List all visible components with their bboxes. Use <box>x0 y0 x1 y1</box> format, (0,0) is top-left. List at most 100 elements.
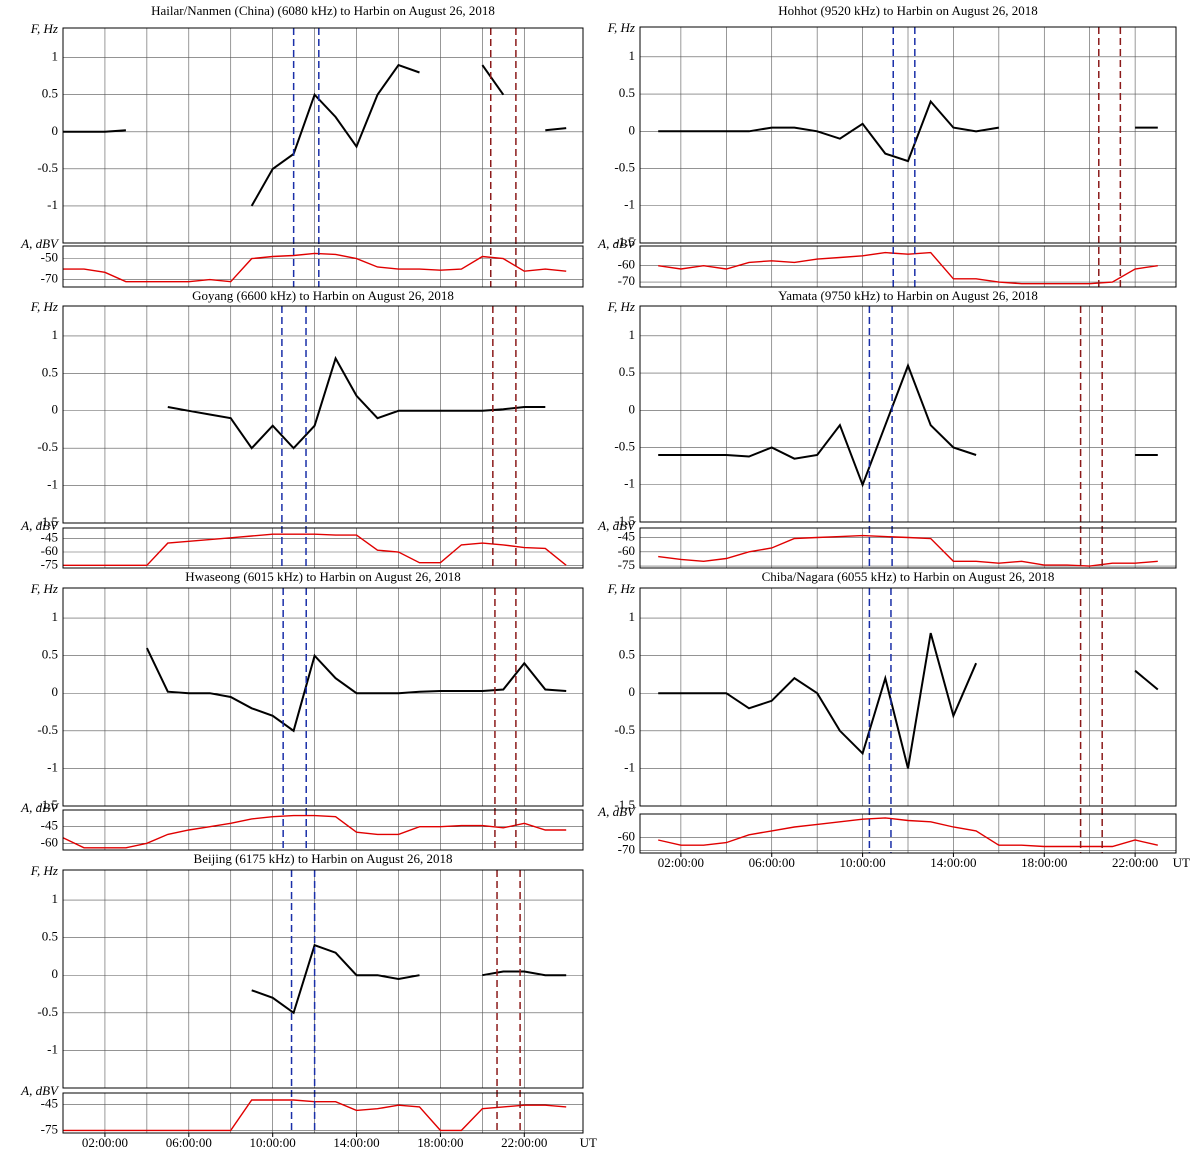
y2-tick-label: -75 <box>41 1121 58 1136</box>
plot-frame <box>62 869 584 1089</box>
plot-frame <box>62 1092 584 1134</box>
y2-tick-label: -45 <box>41 1095 58 1110</box>
y2-axis-label: A, dBV <box>20 1083 60 1098</box>
x-tick-label: 18:00:00 <box>417 1135 463 1150</box>
doppler-line <box>63 63 567 207</box>
panel: Beijing (6175 kHz) to Harbin on August 2… <box>20 851 597 1150</box>
y-tick-label: -1.5 <box>614 797 635 812</box>
plot-frame <box>639 305 1177 523</box>
x-axis-label: UT <box>580 1135 597 1150</box>
y2-axis-label: A, dBV <box>597 518 637 533</box>
panel: Hohhot (9520 kHz) to Harbin on August 26… <box>597 3 1177 288</box>
y2-tick-label: -60 <box>618 828 635 843</box>
amplitude-line <box>63 533 567 566</box>
y-tick-label: 0.5 <box>42 86 58 101</box>
y2-tick-label: -45 <box>618 529 635 544</box>
y-tick-label: -1.5 <box>614 234 635 249</box>
x-tick-label: 22:00:00 <box>1112 855 1158 870</box>
plot-frame <box>62 527 584 569</box>
amplitude-line <box>658 251 1158 285</box>
y-axis-label: F, Hz <box>607 20 635 35</box>
doppler-line <box>167 355 546 450</box>
y-tick-label: -1 <box>47 197 58 212</box>
doppler-line <box>251 943 567 1015</box>
panel: Goyang (6600 kHz) to Harbin on August 26… <box>20 288 584 571</box>
y-tick-label: 0 <box>52 123 59 138</box>
y-tick-label: -0.5 <box>37 722 58 737</box>
y-tick-label: -0.5 <box>37 439 58 454</box>
y-tick-label: -1 <box>47 759 58 774</box>
y-tick-label: 1 <box>629 327 636 342</box>
x-tick-label: 10:00:00 <box>250 1135 296 1150</box>
y-tick-label: -0.5 <box>614 160 635 175</box>
y-tick-label: 1 <box>52 891 59 906</box>
y2-axis-label: A, dBV <box>20 800 60 815</box>
plot-frame <box>62 305 584 524</box>
plot-frame <box>639 813 1177 854</box>
x-tick-label: 22:00:00 <box>501 1135 547 1150</box>
y2-axis-label: A, dBV <box>597 804 637 819</box>
amplitude-line <box>62 814 567 849</box>
y-tick-label: 1 <box>629 609 636 624</box>
y-tick-label: -1.5 <box>37 797 58 812</box>
amplitude-line <box>658 817 1158 848</box>
plot-frame <box>62 245 584 288</box>
y2-tick-label: -50 <box>41 250 58 265</box>
panel-title: Hailar/Nanmen (China) (6080 kHz) to Harb… <box>151 3 495 18</box>
panel: Yamata (9750 kHz) to Harbin on August 26… <box>597 288 1177 572</box>
y-axis-label: F, Hz <box>30 863 58 878</box>
plot-frame <box>62 27 584 244</box>
x-tick-label: 18:00:00 <box>1021 855 1067 870</box>
y-axis-label: F, Hz <box>607 581 635 596</box>
y-axis-label: F, Hz <box>30 21 58 36</box>
y2-axis-label: A, dBV <box>20 518 60 533</box>
plot-frame <box>639 587 1177 807</box>
y-tick-label: 0.5 <box>619 647 635 662</box>
y2-tick-label: -70 <box>618 273 635 288</box>
panel: Chiba/Nagara (6055 kHz) to Harbin on Aug… <box>597 569 1190 870</box>
y-axis-label: F, Hz <box>607 299 635 314</box>
doppler-line <box>658 632 1159 769</box>
plot-frame <box>639 527 1177 569</box>
doppler-line <box>145 647 567 733</box>
y-tick-label: 0.5 <box>619 85 635 100</box>
y2-tick-label: -60 <box>618 543 635 558</box>
y-tick-label: -1 <box>624 197 635 212</box>
panel-title: Yamata (9750 kHz) to Harbin on August 26… <box>778 288 1038 303</box>
amplitude-line <box>658 534 1158 567</box>
x-tick-label: 02:00:00 <box>658 855 704 870</box>
y-tick-label: -1 <box>624 476 635 491</box>
y-tick-label: -0.5 <box>37 160 58 175</box>
y-tick-label: 0.5 <box>42 647 58 662</box>
y2-tick-label: -60 <box>618 257 635 272</box>
plot-frame <box>639 245 1177 288</box>
panel-title: Hohhot (9520 kHz) to Harbin on August 26… <box>778 3 1038 18</box>
y-tick-label: -1 <box>47 477 58 492</box>
y2-axis-label: A, dBV <box>597 236 637 251</box>
y-tick-label: 1 <box>629 48 636 63</box>
y-tick-label: 1 <box>52 327 59 342</box>
y-tick-label: 1 <box>52 49 59 64</box>
y-tick-label: -1 <box>624 759 635 774</box>
y-tick-label: 0 <box>52 402 59 417</box>
y-tick-label: -1.5 <box>37 514 58 529</box>
y2-tick-label: -45 <box>41 530 58 545</box>
doppler-line <box>658 99 1158 163</box>
y-tick-label: 1 <box>52 609 59 624</box>
y-tick-label: 0.5 <box>619 364 635 379</box>
x-tick-label: 06:00:00 <box>749 855 795 870</box>
y2-tick-label: -70 <box>618 841 635 856</box>
x-axis-label: UT <box>1173 855 1190 870</box>
y2-tick-label: -45 <box>41 818 58 833</box>
y-tick-label: 0 <box>629 401 636 416</box>
amplitude-line <box>63 252 567 283</box>
y2-tick-label: -75 <box>41 556 58 571</box>
panel-title: Hwaseong (6015 kHz) to Harbin on August … <box>185 569 461 584</box>
y-tick-label: 0.5 <box>42 929 58 944</box>
y-tick-label: 0 <box>52 966 59 981</box>
y-tick-label: 0 <box>629 122 636 137</box>
y-tick-label: 0.5 <box>42 364 58 379</box>
y-tick-label: -1.5 <box>614 513 635 528</box>
doppler-line <box>658 362 1158 488</box>
y2-axis-label: A, dBV <box>20 236 60 251</box>
